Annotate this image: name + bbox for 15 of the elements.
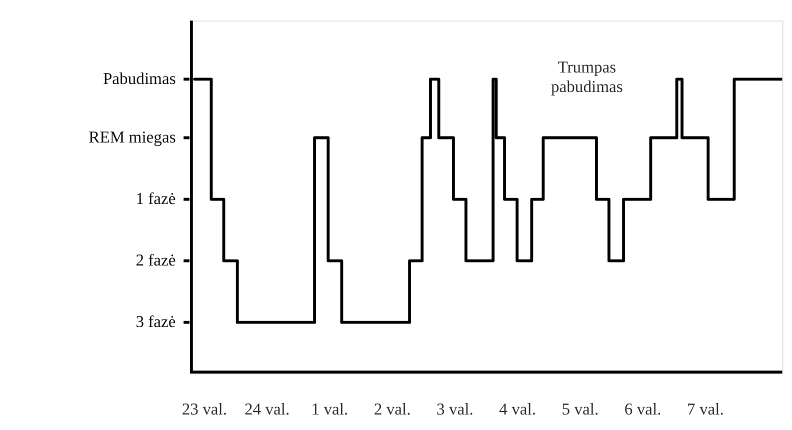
text: REM miegas <box>88 128 176 147</box>
text: Pabudimas <box>102 69 176 88</box>
x-tick-label: 6 val. <box>624 400 662 419</box>
x-tick-label: 5 val. <box>562 400 599 419</box>
x-tick-label: 24 val. <box>244 400 290 419</box>
x-tick-label: 2 val. <box>374 400 411 419</box>
annotation: Trumpas pabudimas <box>550 57 623 96</box>
text: 2 fazė <box>136 250 176 270</box>
x-tick-label: 7 val. <box>687 400 724 419</box>
text: 1 fazė <box>136 189 176 208</box>
text: 3 fazė <box>136 312 176 332</box>
x-tick-label: 3 val. <box>436 400 474 419</box>
x-tick-label: 23 val. <box>182 400 228 419</box>
x-tick-label: 1 val. <box>311 400 348 419</box>
x-tick-label: 4 val. <box>499 400 536 419</box>
